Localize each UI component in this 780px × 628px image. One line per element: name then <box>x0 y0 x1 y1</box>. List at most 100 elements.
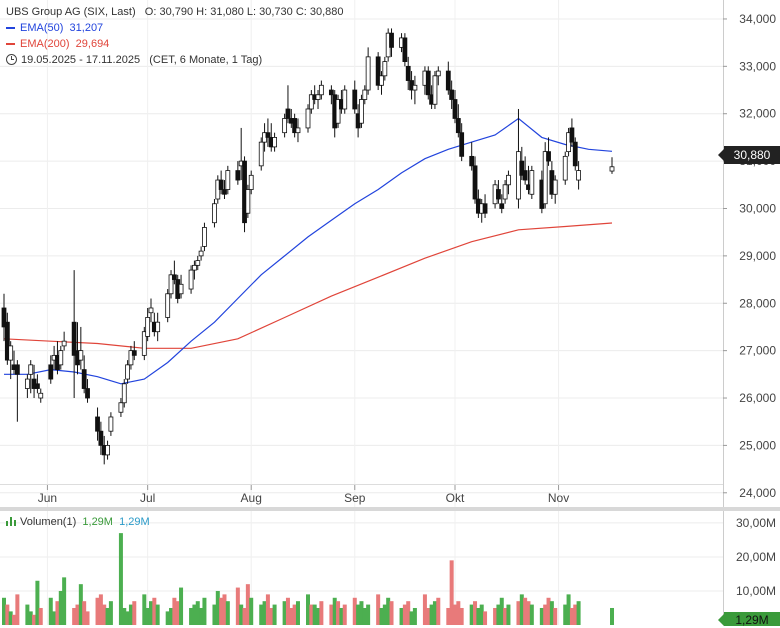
volume-bar <box>566 594 571 625</box>
candle-body <box>61 340 67 347</box>
volume-legend[interactable]: Volumen(1) 1,29M 1,29M <box>6 516 150 528</box>
volume-bar <box>108 601 113 625</box>
candle-body <box>328 89 334 96</box>
candle-body <box>222 189 227 195</box>
candle-body <box>28 364 34 375</box>
volume-bar <box>225 601 230 625</box>
candle-body <box>379 75 384 86</box>
candle-body <box>155 321 161 333</box>
volume-bar <box>249 597 254 625</box>
x-tick-label: Jul <box>140 491 155 505</box>
volume-bar <box>285 597 290 625</box>
candle-body <box>569 127 575 143</box>
volume-bars-icon <box>6 517 16 526</box>
volume-bar <box>15 594 20 625</box>
volume-bar <box>456 601 461 625</box>
candle-body <box>118 402 124 413</box>
candle-body <box>459 132 465 157</box>
volume-bar <box>272 604 277 625</box>
volume-bar <box>493 607 498 625</box>
volume-bar <box>563 604 568 625</box>
volume-bar <box>539 607 544 625</box>
y-tick-label: 30,000 <box>739 201 776 215</box>
candle-body <box>308 94 314 110</box>
volume-bar <box>125 611 130 625</box>
candle-body <box>165 293 171 318</box>
candle-body <box>1 307 7 328</box>
candle-body <box>272 137 277 148</box>
candle-body <box>212 203 217 224</box>
volume-tick-label: 30,00M <box>736 516 776 530</box>
candle-body <box>202 227 207 247</box>
volume-bar <box>95 597 100 625</box>
candle-body <box>148 307 154 314</box>
volume-bar <box>573 604 578 625</box>
volume-bar <box>199 607 204 625</box>
y-tick-label: 24,000 <box>739 486 776 500</box>
volume-bar <box>409 611 414 625</box>
volume-bar <box>48 597 53 625</box>
candle-body <box>522 170 528 181</box>
last-price-tag: 30,880 <box>718 146 780 164</box>
volume-bar <box>189 607 194 625</box>
x-tick-label: Jun <box>38 491 57 505</box>
candle-body <box>352 89 358 110</box>
volume-bar <box>523 597 528 625</box>
candle-body <box>609 166 615 172</box>
volume-bar <box>105 607 110 625</box>
candle-body <box>131 350 137 356</box>
candle-body <box>502 184 508 200</box>
candle-body <box>506 174 511 186</box>
volume-bar <box>72 607 77 625</box>
volume-bar <box>506 604 511 625</box>
candle-body <box>178 283 184 295</box>
ema50-line <box>4 117 613 385</box>
volume-bar <box>376 594 381 625</box>
volume-bar <box>546 597 551 625</box>
ema50-legend[interactable]: EMA(50) 31,207 <box>6 20 103 36</box>
volume-bar <box>292 604 297 625</box>
volume-bar <box>215 590 220 625</box>
x-tick-label: Nov <box>548 491 569 505</box>
candle-body <box>572 141 578 167</box>
y-tick-label: 26,000 <box>739 391 776 405</box>
volume-bar <box>118 533 123 625</box>
y-tick-label: 25,000 <box>739 438 776 452</box>
volume-bar <box>526 601 531 625</box>
x-tick-label: Sep <box>344 491 366 505</box>
volume-bar <box>476 607 481 625</box>
volume-bar <box>242 607 247 625</box>
y-tick-label: 33,000 <box>739 59 776 73</box>
volume-bar <box>28 611 33 625</box>
volume-bar <box>519 594 524 625</box>
ema200-legend[interactable]: EMA(200) 29,694 <box>6 36 109 52</box>
volume-bar <box>169 607 174 625</box>
candle-body <box>195 260 201 266</box>
candle-body <box>171 274 177 280</box>
volume-value-1: 1,29M <box>82 516 113 528</box>
ema50-label: EMA(50) <box>20 22 64 34</box>
volume-bar <box>128 604 133 625</box>
volume-bar <box>259 604 264 625</box>
volume-bar <box>148 601 153 625</box>
volume-label: Volumen(1) <box>20 516 77 528</box>
candle-body <box>405 65 411 81</box>
volume-bar <box>195 601 200 625</box>
volume-bar <box>386 597 391 625</box>
ema50-value: 31,207 <box>69 22 104 34</box>
candle-body <box>472 165 478 200</box>
volume-tick-label: 10,00M <box>736 584 776 598</box>
candle-body <box>282 118 288 134</box>
candle-body <box>248 174 254 190</box>
volume-bar <box>85 611 90 625</box>
volume-bar <box>32 614 37 625</box>
volume-bar <box>82 601 87 625</box>
volume-bar <box>132 601 137 625</box>
volume-value-2: 1,29M <box>119 516 150 528</box>
volume-bar <box>25 604 30 625</box>
candle-body <box>482 203 488 214</box>
candle-body <box>188 269 194 290</box>
ema200-value: 29,694 <box>75 38 110 50</box>
clock-icon <box>6 54 17 65</box>
